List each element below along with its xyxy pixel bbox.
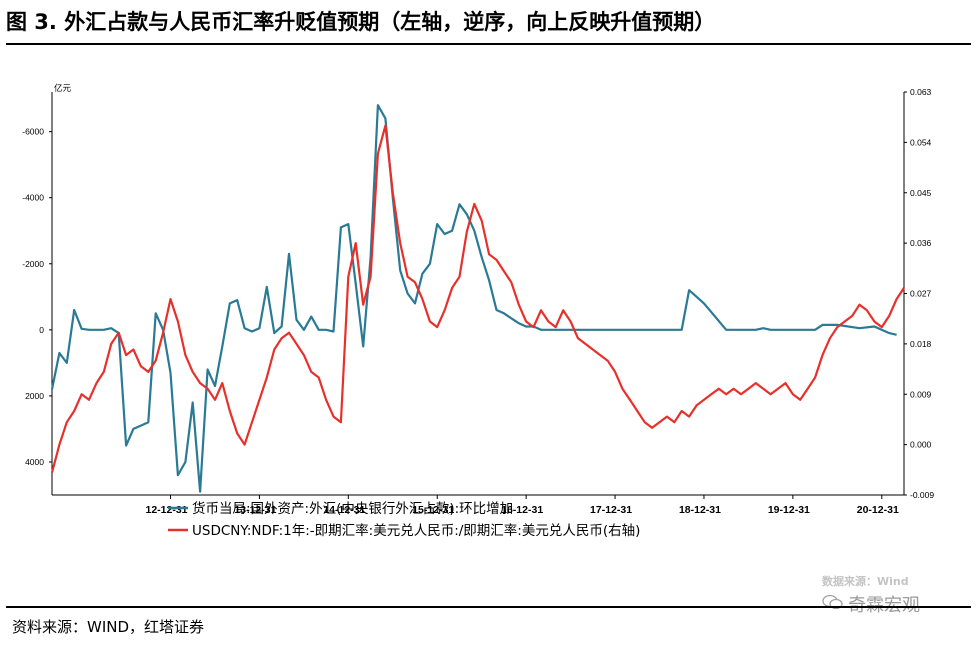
- left-axis-unit: 亿元: [54, 83, 72, 93]
- right-axis-tick-label: 0.036: [910, 238, 932, 248]
- left-axis-tick-label: -6000: [22, 127, 44, 137]
- x-axis-tick-label: 15-12-31: [412, 504, 454, 516]
- chart-title: 图 3. 外汇占款与人民币汇率升贬值预期（左轴，逆序，向上反映升值预期）: [6, 10, 716, 34]
- right-axis-tick-label: 0.018: [910, 339, 932, 349]
- series-line-left-axis: [50, 104, 897, 493]
- right-axis-tick-label: 0.054: [910, 137, 932, 147]
- footer-rule: [6, 606, 971, 608]
- x-axis-tick-label: 17-12-31: [590, 504, 632, 516]
- left-axis-tick-label: 2000: [25, 391, 44, 401]
- x-axis-tick-label: 20-12-31: [857, 504, 899, 516]
- right-axis-tick-label: 0.000: [910, 440, 932, 450]
- left-axis-tick-label: 4000: [25, 457, 44, 467]
- x-axis-tick-label: 19-12-31: [768, 504, 810, 516]
- right-axis-tick-label: 0.045: [910, 188, 932, 198]
- left-axis-tick-label: 0: [39, 325, 44, 335]
- right-axis-tick-label: 0.009: [910, 389, 932, 399]
- x-axis-tick-label: 18-12-31: [679, 504, 721, 516]
- x-axis-tick-label: 14-12-31: [323, 504, 365, 516]
- chart-axes: 亿元 4000 2000 0 -2000 -4000 -6000 0.063 0.054 0.04…: [22, 83, 934, 516]
- x-axis-tick-label: 16-12-31: [501, 504, 543, 516]
- left-axis-tick-label: -4000: [22, 193, 44, 203]
- x-axis-tick-label: 12-12-31: [145, 504, 187, 516]
- legend-label-right-series: USDCNY:NDF:1年:-即期汇率:美元兑人民币:/即期汇率:美元兑人民币(…: [192, 522, 640, 539]
- left-axis-tick-label: -2000: [22, 259, 44, 269]
- title-underline: [6, 43, 971, 45]
- fx-chart: 亿元 4000 2000 0 -2000 -4000 -6000 0.063 0.054 0.04…: [22, 83, 934, 539]
- source-note: 资料来源：WIND，红塔证券: [12, 618, 205, 636]
- legend-label-left-series: 货币当局:国外资产:外汇(中央银行外汇占款):环比增加: [192, 500, 513, 517]
- series-lines: [50, 104, 905, 493]
- watermark-brand: 奇霖宏观: [848, 595, 920, 616]
- right-axis-tick-label: 0.063: [910, 87, 932, 97]
- right-axis-tick-label: -0.009: [910, 490, 934, 500]
- x-axis-tick-label: 13-12-31: [234, 504, 276, 516]
- chart-legend: 货币当局:国外资产:外汇(中央银行外汇占款):环比增加 USDCNY:NDF:1…: [168, 500, 640, 539]
- series-line-right-axis: [50, 124, 905, 473]
- watermark-source: 数据来源：Wind: [822, 575, 909, 588]
- right-axis-tick-label: 0.027: [910, 289, 932, 299]
